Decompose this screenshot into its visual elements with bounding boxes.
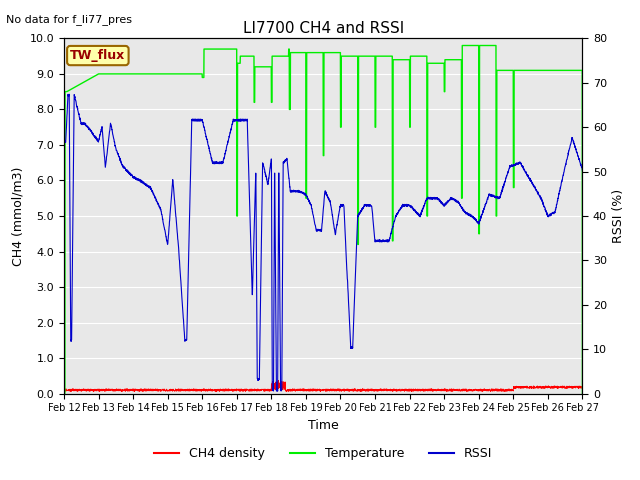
Text: TW_flux: TW_flux bbox=[70, 49, 125, 62]
Text: No data for f_li77_pres: No data for f_li77_pres bbox=[6, 14, 132, 25]
X-axis label: Time: Time bbox=[308, 419, 339, 432]
Y-axis label: CH4 (mmol/m3): CH4 (mmol/m3) bbox=[11, 166, 24, 266]
Legend: CH4 density, Temperature, RSSI: CH4 density, Temperature, RSSI bbox=[149, 443, 497, 466]
Title: LI7700 CH4 and RSSI: LI7700 CH4 and RSSI bbox=[243, 21, 404, 36]
Y-axis label: RSSI (%): RSSI (%) bbox=[612, 189, 625, 243]
